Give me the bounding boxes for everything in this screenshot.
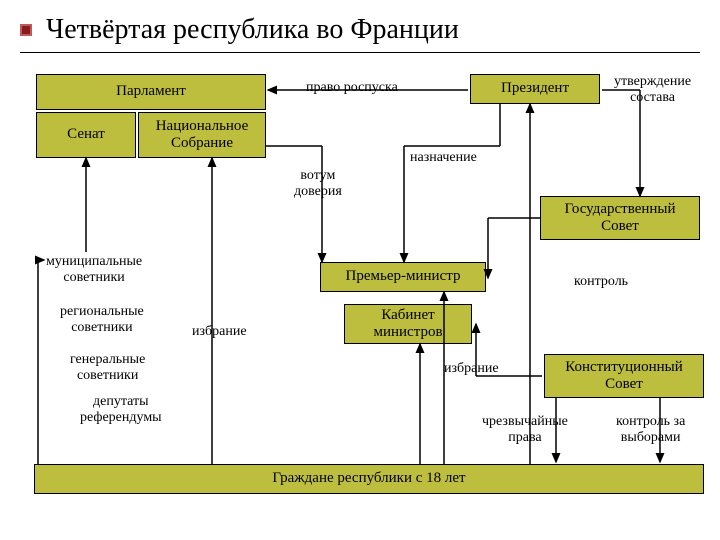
- label-appointment: назначение: [410, 150, 477, 166]
- label-dissolution: право роспуска: [306, 80, 398, 96]
- box-cabinet: Кабинетминистров: [344, 304, 472, 344]
- title-bar: Четвёртая республика во Франции: [20, 14, 700, 53]
- label-regional: региональныесоветники: [60, 304, 144, 336]
- label-approveComp: утверждениесостава: [614, 74, 691, 106]
- label-emergency: чрезвычайныеправа: [482, 414, 568, 446]
- label-voteConf: вотумдоверия: [294, 168, 342, 200]
- label-election1: избрание: [192, 324, 247, 340]
- label-deputies: депутатыреферендумы: [80, 394, 162, 426]
- box-parlament: Парламент: [36, 74, 266, 110]
- title-bullet-icon: [20, 24, 32, 36]
- box-pm: Премьер-министр: [320, 262, 486, 292]
- label-control: контроль: [574, 274, 628, 290]
- box-citizens: Граждане республики с 18 лет: [34, 464, 704, 494]
- box-president: Президент: [470, 74, 600, 104]
- page-title: Четвёртая республика во Франции: [46, 14, 459, 45]
- label-municipal: муниципальныесоветники: [46, 254, 142, 286]
- label-general: генеральныесоветники: [70, 352, 145, 384]
- box-constCouncil: КонституционныйСовет: [544, 354, 704, 398]
- label-elecControl: контроль завыборами: [616, 414, 685, 446]
- box-natAssembly: НациональноеСобрание: [138, 112, 266, 158]
- label-election2: избрание: [444, 361, 499, 377]
- box-stateCouncil: ГосударственныйСовет: [540, 196, 700, 240]
- box-senat: Сенат: [36, 112, 136, 158]
